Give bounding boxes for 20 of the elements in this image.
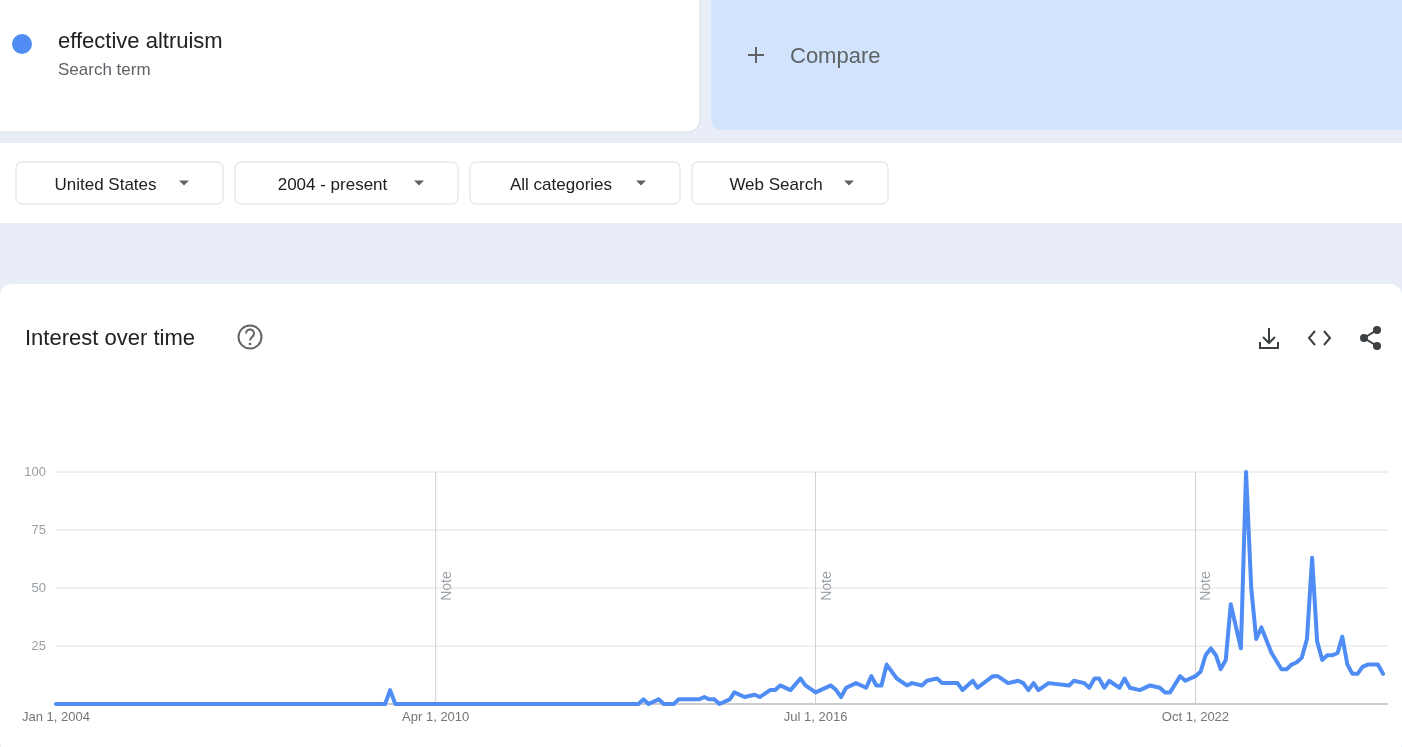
- legend-label: effective altruism: [58, 28, 223, 53]
- x-tick-label: Oct 1, 2022: [1161, 709, 1230, 724]
- y-tick-label: 50: [31, 580, 46, 595]
- x-tick-label: Jul 1, 2016: [783, 709, 848, 724]
- chart-title: Interest over time: [25, 325, 195, 350]
- x-tick-label: Apr 1, 2010: [402, 709, 470, 724]
- x-tick-label: Jan 1, 2004: [22, 709, 90, 724]
- text: Web Search: [729, 175, 823, 194]
- ref-line-label: Note: [1197, 571, 1214, 601]
- text: United States: [54, 175, 157, 194]
- text: Search term: [58, 60, 151, 79]
- y-tick-label: 25: [31, 638, 46, 653]
- y-tick-label: 100: [24, 464, 46, 479]
- text: All categories: [509, 175, 613, 194]
- ref-line-label: Note: [817, 571, 834, 601]
- ref-line-label: Note: [437, 571, 454, 601]
- line-series: [54, 470, 1386, 706]
- text: Compare: [790, 43, 881, 68]
- text: 2004 - present: [277, 175, 388, 194]
- y-tick-label: 75: [31, 522, 46, 537]
